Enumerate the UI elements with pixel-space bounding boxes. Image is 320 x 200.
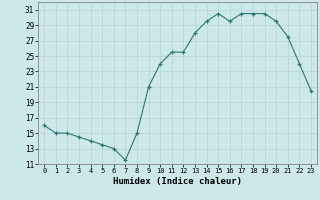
X-axis label: Humidex (Indice chaleur): Humidex (Indice chaleur) <box>113 177 242 186</box>
